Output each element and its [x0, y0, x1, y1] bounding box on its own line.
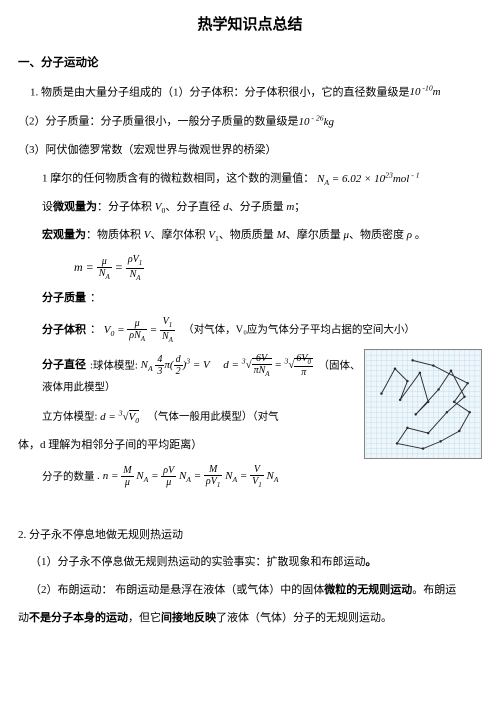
s2c: 动	[18, 612, 29, 624]
diam-sphere-label: :球体模型:	[90, 360, 138, 371]
page-title: 热学知识点总结	[18, 12, 482, 39]
micro-rest: ：分子体积 V0、分子直径 d、分子质量 m；	[97, 201, 305, 213]
s2-bold2: 不是分子本身的运动	[29, 612, 128, 624]
item-1-2: （2）分子质量：分子质量很小，一般分子质量的数量级是10 - 26kg	[18, 111, 482, 132]
s2-bold3: 间接地反映	[161, 612, 216, 624]
item-2-1: （1）分子永不停息做无规则热运动的实验事实：扩散现象和布郎运动。	[30, 553, 482, 573]
diam-cube-row: 立方体模型: d = 3√V0 （气体一般用此模型）（对气	[42, 406, 364, 428]
diam-row: 分子直径 :球体模型: NA 43π(d2)3 = V d = 3√6VπNA =…	[42, 353, 364, 399]
diam-cube-label: 立方体模型:	[42, 412, 97, 423]
macro-rest: ：物质体积 V、摩尔体积 V1、物质质量 M、摩尔质量 μ、物质密度 ρ 。	[86, 229, 426, 241]
mass-formula: m = μNA = ρV1NA	[74, 254, 482, 282]
item-1-1: 1. 物质是由大量分子组成的（1）分子体积：分子体积很小，它的直径数量级是10 …	[30, 82, 482, 103]
brownian-motion-diagram	[364, 349, 482, 459]
item-1-3a: 1 摩尔的任何物质含有的微粒数相同，这个数的测量值： NA = 6.02 × 1…	[42, 168, 482, 190]
mass-label: 分子质量	[42, 289, 86, 309]
item-2-2-cont: 动不是分子本身的运动，但它间接地反映了液体（气体）分子的无规则运动。	[18, 609, 482, 629]
count-row: 分子的数量 . n = Mμ NA = ρVμ NA = MρV1 NA = V…	[42, 464, 482, 490]
s2a: （2）布朗运动： 布朗运动是悬浮在液体（或气体）中的固体	[30, 584, 324, 596]
vol-note: （对气体，V₀应为气体分子平均占据的空间大小）	[183, 325, 415, 336]
item-2-2: （2）布朗运动： 布朗运动是悬浮在液体（或气体）中的固体微粒的无规则运动。布朗运	[30, 581, 482, 601]
avogadro-value: NA = 6.02 × 1023mol - 1	[317, 173, 420, 185]
diam-sphere-formula: NA 43π(d2)3 = V d = 3√6VπNA = 3√6V0π	[141, 359, 316, 371]
s2b: 。布朗运	[412, 584, 456, 596]
section-1-heading: 一、分子运动论	[18, 53, 482, 74]
macro-quantities: 宏观量为：物质体积 V、摩尔体积 V1、物质质量 M、摩尔质量 μ、物质密度 ρ…	[42, 226, 482, 246]
micro-quantities: 设微观量为：分子体积 V0、分子直径 d、分子质量 m；	[42, 198, 482, 218]
diam-cube-note1: （气体一般用此模型）（对气	[147, 412, 278, 423]
diam-cube-formula: d = 3√V0	[100, 411, 139, 423]
s2e: 了液体（气体）分子的无规则运动。	[216, 612, 392, 624]
vol-formula: V0 = μρNA = V1NA	[104, 324, 178, 336]
micro-pre: 设	[42, 201, 53, 213]
macro-bold: 宏观量为	[42, 229, 86, 241]
s2d: ，但它	[128, 612, 161, 624]
diam-cube-note2: 体，d 理解为相邻分子间的平均距离）	[18, 436, 364, 456]
avogadro-text: 1 摩尔的任何物质含有的微粒数相同，这个数的测量值：	[42, 173, 314, 185]
micro-bold: 微观量为	[53, 201, 97, 213]
count-label: 分子的数量	[42, 471, 95, 482]
count-formula: . n = Mμ NA = ρVμ NA = MρV1 NA = VV1 NA	[97, 470, 278, 482]
vol-label: 分子体积	[42, 321, 86, 341]
diam-label: 分子直径	[42, 356, 86, 376]
item-1-3: （3）阿伏伽德罗常数（宏观世界与微观世界的桥梁）	[18, 141, 482, 161]
mass-label-row: 分子质量：	[42, 289, 482, 309]
item-2: 2. 分子永不停息地做无规则热运动	[18, 526, 482, 546]
vol-row: 分子体积： V0 = μρNA = V1NA （对气体，V₀应为气体分子平均占据…	[42, 316, 482, 344]
s2-bold1: 微粒的无规则运动	[324, 584, 412, 596]
